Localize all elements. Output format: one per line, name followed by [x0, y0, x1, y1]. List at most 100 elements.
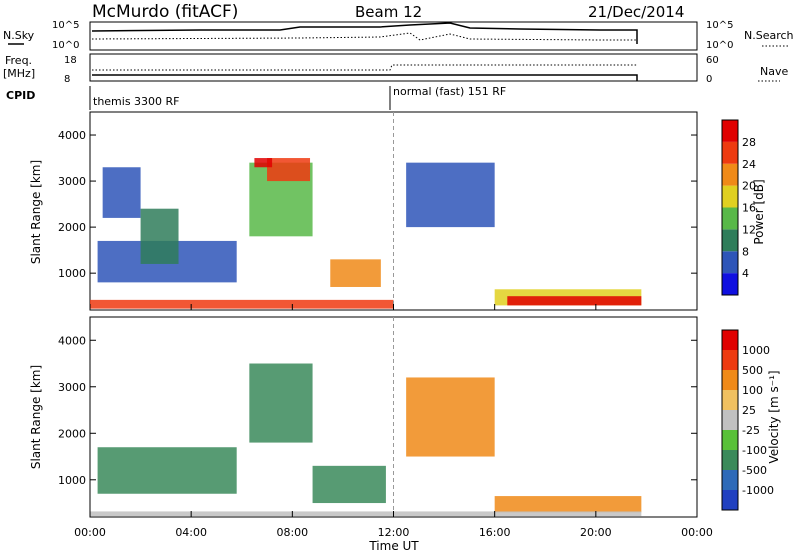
velocity-colorbar-tick-3: 25 — [742, 404, 756, 417]
power-ylabel: Slant Range [km] — [29, 160, 43, 264]
velocity-colorbar-tick-5: -100 — [742, 444, 767, 457]
power-ytick-label-1: 2000 — [58, 221, 86, 234]
power-colorbar-seg-1 — [722, 251, 738, 274]
xtick-label-1: 04:00 — [175, 526, 207, 539]
power-colorbar-seg-7 — [722, 120, 738, 142]
cpid-2: normal (fast) 151 RF — [393, 85, 506, 98]
velocity-colorbar-seg-0 — [722, 490, 738, 510]
chart-title: McMurdo (fitACF) — [92, 2, 238, 22]
power-data — [90, 112, 642, 310]
velocity-colorbar-seg-3 — [722, 430, 738, 450]
velocity-colorbar-seg-5 — [722, 390, 738, 410]
velocity-colorbar-tick-7: -1000 — [742, 484, 774, 497]
noise-panel: N.Sky 10^5 10^0 10^5 10^0 N.Search — [3, 20, 794, 51]
power-region-2 — [140, 208, 179, 264]
velocity-colorbar-seg-8 — [722, 330, 738, 350]
xtick-label-6: 00:00 — [681, 526, 713, 539]
power-colorbar-tick-5: 24 — [742, 158, 756, 171]
velocity-colorbar-seg-4 — [722, 410, 738, 430]
cpid-panel: CPID themis 3300 RF normal (fast) 151 RF — [6, 85, 506, 110]
power-ytick-label-2: 3000 — [58, 175, 86, 188]
velocity-colorbar-label: Velocity [m s⁻¹] — [767, 370, 781, 463]
nsky-label: N.Sky — [3, 29, 35, 42]
freq-label: Freq. — [5, 54, 32, 67]
power-region-10 — [90, 299, 394, 309]
date-label: 21/Dec/2014 — [588, 3, 684, 21]
velocity-region-2 — [312, 465, 386, 504]
nave-tick-bottom: 0 — [706, 74, 712, 85]
velocity-colorbar-tick-0: 1000 — [742, 344, 770, 357]
power-colorbar-seg-3 — [722, 207, 738, 230]
power-colorbar-seg-6 — [722, 141, 738, 164]
cpid-label: CPID — [6, 89, 35, 102]
velocity-colorbar-tick-4: -25 — [742, 424, 760, 437]
time-axis-label: Time UT — [368, 539, 419, 553]
power-region-1 — [102, 167, 141, 218]
xtick-label-2: 08:00 — [276, 526, 308, 539]
velocity-colorbar-seg-6 — [722, 370, 738, 390]
power-region-7 — [406, 162, 495, 228]
power-colorbar-tick-3: 16 — [742, 202, 756, 215]
power-region-5 — [254, 158, 273, 168]
power-colorbar-seg-2 — [722, 229, 738, 252]
velocity-region-3 — [406, 377, 495, 457]
velocity-panel: 1000 2000 3000 4000 Slant Range [km] 1000 50… — [29, 316, 781, 518]
power-colorbar-tick-0: 4 — [742, 267, 749, 280]
freq-unit-label: [MHz] — [3, 67, 35, 80]
velocity-region-0 — [97, 447, 237, 494]
power-colorbar-tick-1: 8 — [742, 245, 749, 258]
velocity-data — [90, 317, 642, 517]
noise-tick-top-right: 10^5 — [706, 20, 733, 31]
beam-label: Beam 12 — [355, 3, 422, 21]
noise-tick-bottom-right: 10^0 — [706, 40, 733, 51]
freq-tick-top: 18 — [64, 55, 77, 66]
power-colorbar-seg-0 — [722, 273, 738, 295]
power-y-ticks: 1000 2000 3000 4000 — [58, 129, 698, 310]
power-colorbar-label: Power [dB] — [752, 179, 766, 244]
power-colorbar-tick-4: 20 — [742, 180, 756, 193]
velocity-region-5 — [90, 511, 642, 517]
power-colorbar-tick-6: 28 — [742, 136, 756, 149]
xtick-label-0: 00:00 — [74, 526, 106, 539]
velocity-ytick-label-2: 3000 — [58, 381, 86, 394]
velocity-colorbar-seg-2 — [722, 450, 738, 470]
nsearch-label: N.Search — [744, 29, 794, 42]
velocity-ytick-label-0: 1000 — [58, 474, 86, 487]
freq-panel: Freq. [MHz] 18 8 60 0 Nave — [3, 53, 788, 85]
nsearch-line — [91, 32, 637, 41]
cpid-1: themis 3300 RF — [93, 95, 180, 108]
velocity-colorbar-seg-1 — [722, 470, 738, 490]
velocity-colorbar-frame — [721, 329, 739, 511]
nsky-line — [91, 22, 638, 44]
velocity-region-4 — [494, 496, 642, 513]
nave-tick-top: 60 — [706, 55, 719, 66]
velocity-ylabel: Slant Range [km] — [29, 365, 43, 469]
xtick-label-5: 20:00 — [580, 526, 612, 539]
velocity-colorbar-seg-7 — [722, 350, 738, 370]
power-colorbar-tick-2: 12 — [742, 223, 756, 236]
freq-tick-bottom: 8 — [64, 74, 70, 85]
power-ytick-label-0: 1000 — [58, 267, 86, 280]
noise-tick-bottom-left: 10^0 — [52, 40, 79, 51]
velocity-colorbar-tick-2: 100 — [742, 384, 763, 397]
power-colorbar-frame — [721, 119, 739, 296]
power-region-9 — [507, 296, 642, 306]
velocity-colorbar: 1000 500 100 25 -25 -100 -500 -1000 — [721, 329, 774, 511]
power-colorbar: 4 8 12 16 20 24 28 — [721, 119, 756, 296]
velocity-ytick-label-1: 2000 — [58, 427, 86, 440]
power-colorbar-seg-5 — [722, 163, 738, 186]
freq-line — [92, 74, 638, 81]
nave-label: Nave — [760, 65, 788, 78]
power-colorbar-seg-4 — [722, 185, 738, 208]
time-axis: 00:00 04:00 08:00 12:00 16:00 20:00 00:00 — [74, 526, 713, 539]
power-ytick-label-3: 4000 — [58, 129, 86, 142]
xtick-label-4: 16:00 — [479, 526, 511, 539]
noise-tick-top-left: 10^5 — [52, 20, 79, 31]
velocity-ytick-label-3: 4000 — [58, 334, 86, 347]
nave-line — [92, 64, 637, 71]
velocity-colorbar-tick-6: -500 — [742, 464, 767, 477]
velocity-region-1 — [249, 363, 313, 443]
xtick-label-3: 12:00 — [378, 526, 410, 539]
power-panel: 1000 2000 3000 4000 Slant Range [km] 4 8 12 16… — [29, 111, 766, 311]
